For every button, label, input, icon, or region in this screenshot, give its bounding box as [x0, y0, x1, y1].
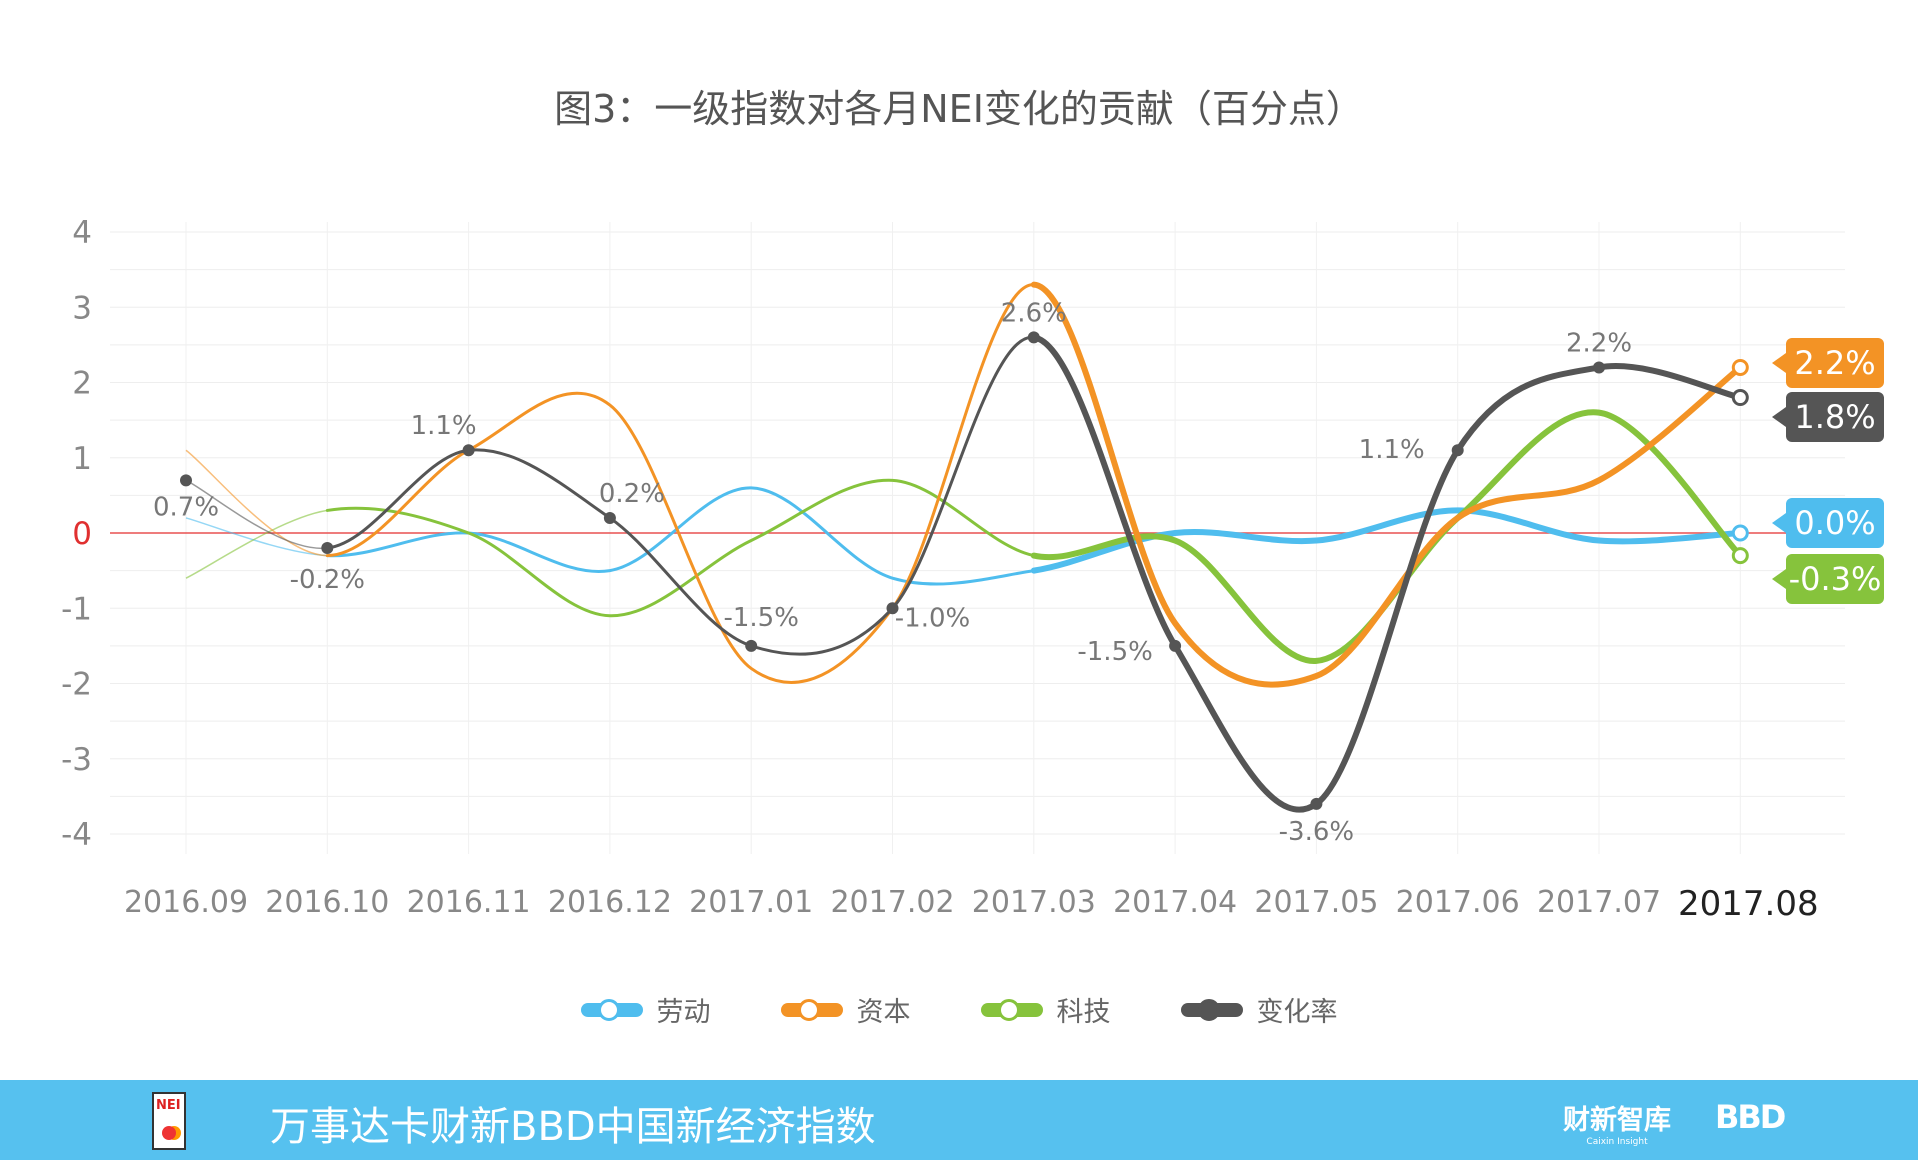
y-tick-label: 1	[72, 441, 92, 477]
end-value-callout: 0.0%	[1772, 498, 1884, 548]
y-tick-label: -3	[61, 742, 92, 778]
end-point-marker	[1731, 389, 1749, 407]
x-tick-label: 2016.10	[265, 885, 389, 920]
legend-marker-icon	[1180, 998, 1243, 1021]
data-point	[1027, 331, 1040, 344]
x-tick-label: 2017.06	[1396, 885, 1520, 920]
legend-label: 劳动	[656, 997, 711, 1028]
caixin-insight-logo: 财新智库 Caixin Insight	[1563, 1105, 1671, 1147]
series-line-3-faded	[185, 479, 328, 549]
y-tick-label: -2	[61, 667, 92, 703]
legend-marker-icon	[780, 998, 843, 1021]
end-value-callout: 1.8%	[1772, 392, 1884, 442]
end-point-marker	[1731, 358, 1749, 376]
end-value-callout: 2.2%	[1772, 338, 1884, 388]
nei-logo: NEI	[152, 1092, 186, 1150]
data-label: 0.7%	[153, 492, 219, 522]
data-point	[1593, 361, 1605, 374]
x-tick-label: 2017.04	[1113, 885, 1237, 920]
legend-item[interactable]: 科技	[980, 990, 1111, 1029]
data-point	[1169, 639, 1182, 652]
data-point	[603, 511, 616, 524]
series-line-3-bold	[1030, 334, 1744, 813]
end-point-marker	[1731, 547, 1749, 565]
series-line-1-faded	[185, 449, 328, 557]
y-tick-label: -1	[61, 591, 92, 627]
y-tick-label: -4	[61, 817, 92, 853]
legend-label: 资本	[856, 997, 911, 1028]
end-value-callout: -0.3%	[1772, 554, 1884, 604]
data-label: 1.1%	[1359, 435, 1425, 465]
x-tick-label: 2016.09	[124, 885, 248, 920]
y-tick-label: 4	[72, 215, 92, 251]
data-label: -1.5%	[1077, 637, 1152, 667]
legend-label: 科技	[1056, 997, 1111, 1028]
data-point	[462, 444, 475, 457]
data-label: -1.5%	[723, 603, 798, 633]
x-tick-label: 2016.12	[548, 885, 672, 920]
data-point	[886, 602, 899, 615]
y-tick-label: 0	[72, 516, 92, 552]
legend-item[interactable]: 资本	[780, 990, 911, 1029]
legend-label: 变化率	[1256, 997, 1338, 1028]
data-label: 2.2%	[1566, 328, 1632, 358]
data-label: -0.2%	[290, 565, 365, 595]
data-point	[321, 542, 334, 555]
x-tick-label: 2017.08	[1678, 884, 1819, 924]
y-tick-label: 2	[72, 366, 92, 402]
data-label: -3.6%	[1279, 817, 1354, 847]
chart-title: 图3：一级指数对各月NEI变化的贡献（百分点）	[554, 87, 1364, 131]
data-point	[1310, 797, 1323, 810]
data-label: 2.6%	[1001, 298, 1067, 328]
x-tick-label: 2017.07	[1537, 885, 1661, 920]
legend-item[interactable]: 变化率	[1180, 990, 1338, 1029]
series-line-0-faded	[185, 517, 328, 557]
data-label: 1.1%	[411, 411, 477, 441]
bbd-logo: BBD	[1715, 1098, 1786, 1136]
legend-marker-icon	[580, 998, 643, 1021]
legend: 劳动 资本 科技 变化率	[0, 990, 1918, 1029]
x-tick-label: 2017.02	[830, 885, 954, 920]
footer-title: 万事达卡财新BBD中国新经济指数	[270, 1104, 876, 1150]
legend-marker-icon	[980, 998, 1043, 1021]
series-line-1-bold	[1030, 281, 1744, 688]
data-point	[745, 639, 758, 652]
data-label: 0.2%	[599, 479, 665, 509]
legend-item[interactable]: 劳动	[580, 990, 711, 1029]
footer-banner: NEI 万事达卡财新BBD中国新经济指数 财新智库 Caixin Insight …	[0, 1080, 1918, 1160]
x-tick-label: 2017.05	[1254, 885, 1378, 920]
data-label: -1.0%	[895, 603, 970, 633]
data-point	[180, 474, 192, 487]
x-tick-label: 2016.11	[407, 885, 531, 920]
x-tick-label: 2017.03	[972, 885, 1096, 920]
line-chart: 4 3 2 1 0 -1 -2 -3 -4 2016.09 2016.10 2016.11 2016.1…	[61, 215, 1845, 924]
x-tick-label: 2017.01	[689, 885, 813, 920]
series-line-2-faded	[185, 509, 328, 579]
end-point-marker	[1731, 524, 1749, 542]
data-point	[1451, 444, 1464, 457]
y-tick-label: 3	[72, 290, 92, 326]
